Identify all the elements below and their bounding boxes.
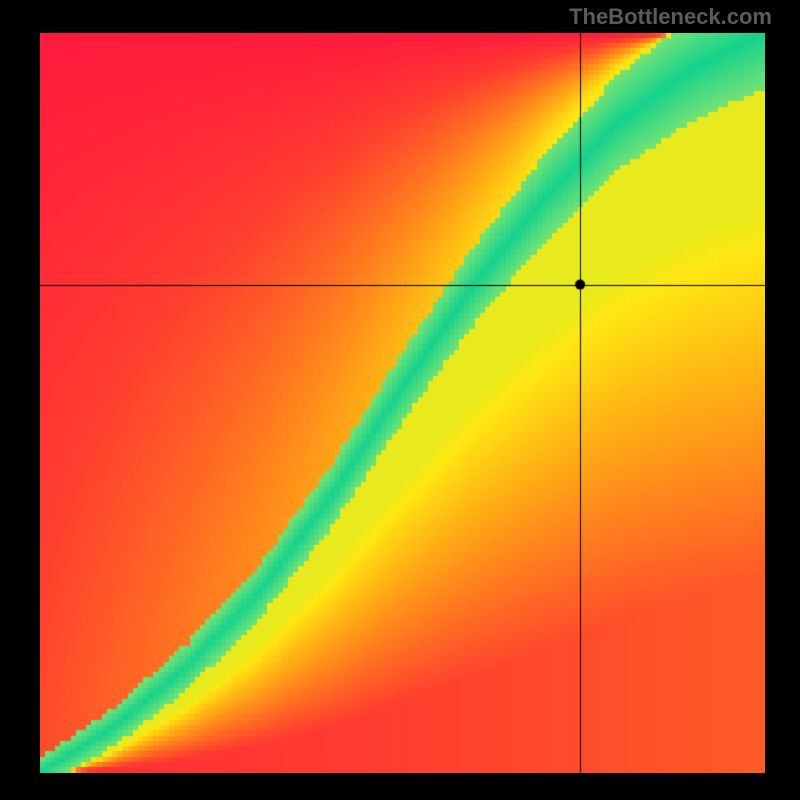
bottleneck-heatmap xyxy=(40,33,765,773)
watermark-text: TheBottleneck.com xyxy=(569,4,772,30)
chart-container: TheBottleneck.com xyxy=(0,0,800,800)
